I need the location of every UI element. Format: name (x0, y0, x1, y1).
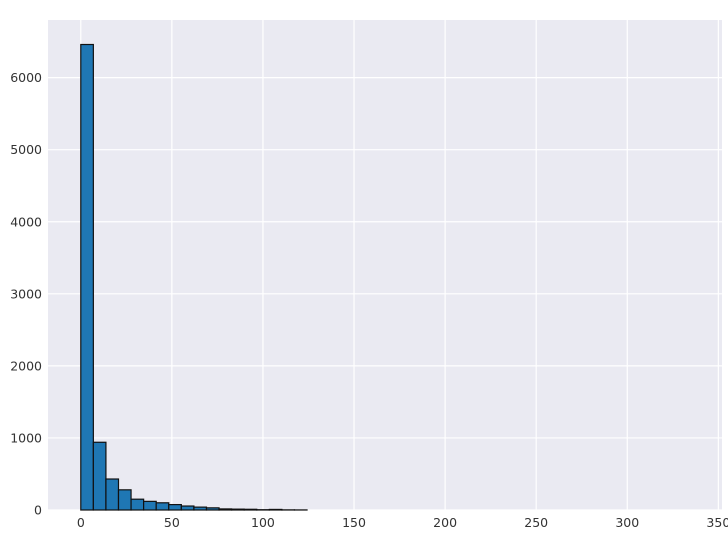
grid-lines (48, 20, 722, 511)
histogram-bar (205, 507, 220, 511)
y-tick-label: 4000 (10, 214, 42, 229)
y-tick-label: 6000 (10, 70, 42, 85)
histogram-bar (155, 502, 170, 511)
y-tick-label: 1000 (10, 430, 42, 445)
plot-area (48, 20, 722, 510)
histogram-bar (143, 500, 157, 511)
histogram-bar (117, 489, 132, 511)
histogram-bar (80, 43, 94, 511)
y-tick-labels: 0 1000 2000 3000 4000 5000 6000 (10, 70, 42, 517)
x-tick-label: 0 (77, 515, 85, 530)
histogram-bar (130, 498, 145, 511)
x-tick-label: 200 (433, 515, 457, 530)
histogram-bar (231, 508, 245, 511)
histogram-bar (92, 441, 107, 511)
histogram-bar (243, 508, 258, 511)
x-tick-label: 250 (524, 515, 548, 530)
x-tick-label: 50 (164, 515, 180, 530)
y-tick-label: 2000 (10, 358, 42, 373)
x-tick-label: 350 (706, 515, 728, 530)
histogram-bar (218, 508, 233, 511)
histogram-bar (268, 508, 283, 511)
x-tick-label: 150 (342, 515, 366, 530)
y-tick-label: 3000 (10, 286, 42, 301)
y-tick-label: 5000 (10, 142, 42, 157)
histogram-bar (105, 478, 120, 511)
x-tick-label: 300 (615, 515, 639, 530)
histogram-bar (193, 506, 208, 511)
x-tick-labels: 0 50 100 150 200 250 300 350 (77, 515, 728, 530)
x-tick-label: 100 (251, 515, 275, 530)
histogram-bar (168, 503, 182, 511)
histogram-bar (180, 505, 195, 511)
bars (80, 43, 308, 511)
y-tick-label: 0 (34, 503, 42, 518)
